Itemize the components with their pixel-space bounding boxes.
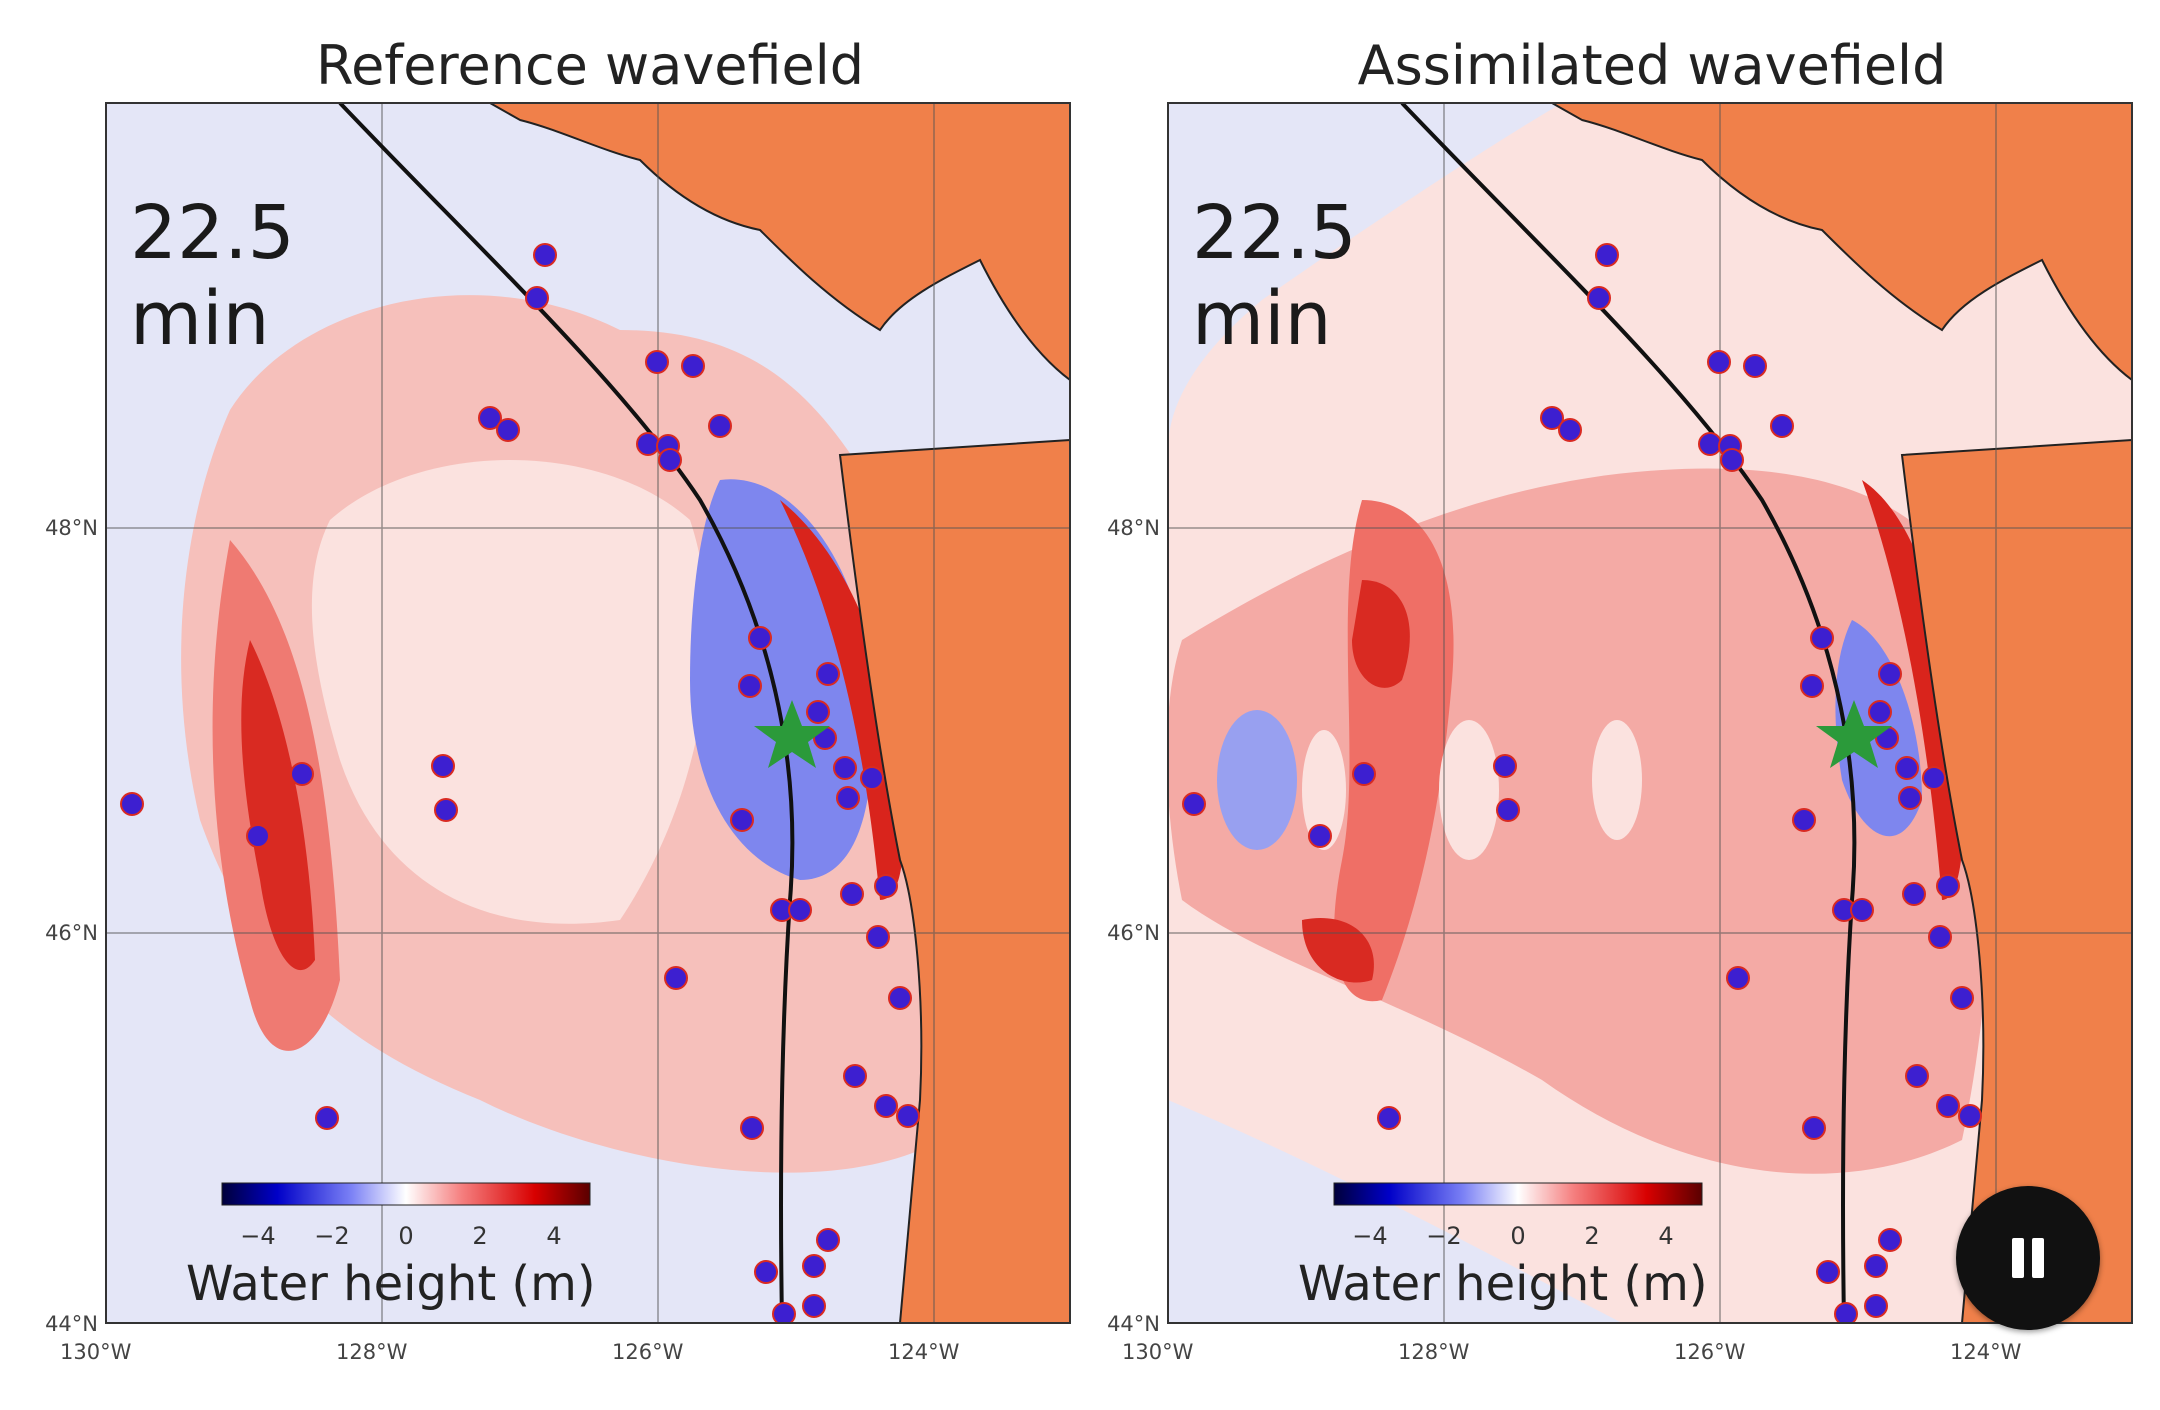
x-tick: 130°W [1122,1340,1194,1364]
x-tick: 124°W [1950,1340,2022,1364]
red-core [1352,580,1410,688]
colorbar-label: Water height (m) [1298,1256,1708,1312]
panel-title: Reference wavefield [315,34,865,97]
red-core [241,640,315,971]
time-label: 22.5 min [1192,190,1357,362]
blue-patch [1217,710,1297,850]
colorbar [221,1182,591,1206]
panel-title: Assimilated wavefield [1357,34,1947,97]
colorbar-tick: 0 [398,1222,414,1250]
stations [1182,243,1982,1323]
wave-inner [311,460,708,924]
assimilated-map [1167,102,2133,1324]
colorbar-tick: −2 [1426,1222,1462,1250]
land-north [487,103,1070,382]
y-tick: 46°N [1107,921,1160,945]
white-patch [1592,720,1642,840]
x-tick: 130°W [60,1340,132,1364]
pause-button[interactable] [1956,1186,2100,1330]
x-tick: 126°W [612,1340,684,1364]
x-tick: 128°W [1398,1340,1470,1364]
colorbar-label: Water height (m) [186,1256,596,1312]
colorbar-tick: 4 [1658,1222,1674,1250]
map-frame [1167,102,2133,1324]
white-patch [1302,730,1346,850]
epicenter-star [1816,700,1892,768]
colorbar-tick: −2 [314,1222,350,1250]
land-east [838,438,1070,1323]
reference-map [105,102,1071,1324]
coastal-red [780,500,904,900]
red-core [1302,918,1374,983]
map-frame [105,102,1071,1324]
white-patch [1439,720,1499,860]
x-tick: 128°W [336,1340,408,1364]
colorbar-tick: 4 [546,1222,562,1250]
x-tick: 126°W [1674,1340,1746,1364]
coastal-red [1862,480,1964,900]
ocean-neutral-region [1168,1100,1622,1323]
y-tick: 46°N [45,921,98,945]
epicenter-star [754,700,830,768]
y-tick: 48°N [1107,516,1160,540]
y-tick: 48°N [45,516,98,540]
colorbar [1333,1182,1703,1206]
y-tick: 44°N [45,1312,98,1336]
land-north [1549,103,2132,382]
stations [120,243,920,1323]
colorbar-tick: 0 [1510,1222,1526,1250]
colorbar-tick: −4 [1352,1222,1388,1250]
land-east [1900,438,2132,1323]
colorbar-tick: −4 [240,1222,276,1250]
colorbar-tick: 2 [472,1222,488,1250]
colorbar-tick: 2 [1584,1222,1600,1250]
ocean-neutral-region [1168,103,1562,450]
y-tick: 44°N [1107,1312,1160,1336]
x-tick: 124°W [888,1340,960,1364]
time-label: 22.5 min [130,190,295,362]
